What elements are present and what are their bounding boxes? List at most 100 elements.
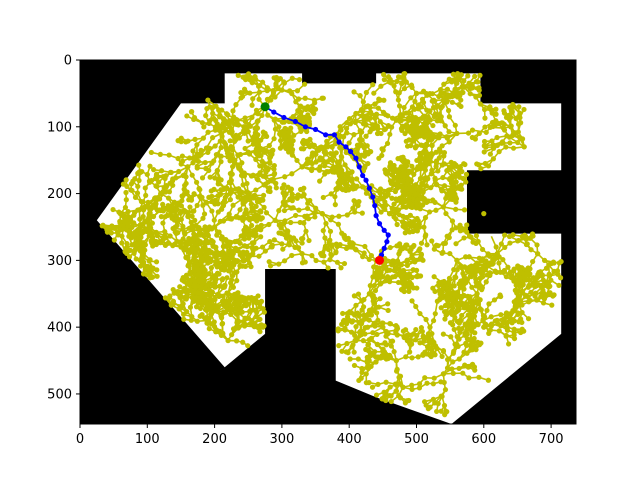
tree-node: [420, 257, 426, 263]
tree-node: [320, 228, 326, 234]
tree-node: [209, 208, 215, 214]
tree-node: [233, 295, 239, 301]
tree-node: [271, 117, 277, 123]
tree-node: [147, 163, 153, 169]
tree-node: [304, 128, 310, 135]
tree-node: [243, 303, 249, 309]
tree-node: [179, 277, 185, 283]
tree-node: [243, 207, 249, 213]
tree-node: [294, 88, 301, 94]
tree-node: [166, 152, 172, 158]
tree-node: [375, 130, 381, 136]
tree-node: [228, 311, 234, 317]
tree-node: [278, 230, 285, 237]
tree-node: [185, 287, 191, 294]
tree-node: [371, 282, 378, 289]
tree-node: [181, 316, 187, 322]
tree-node: [217, 283, 223, 289]
tree-node: [372, 287, 379, 294]
tree-node: [406, 271, 412, 277]
tree-node: [286, 134, 293, 140]
tree-node: [234, 278, 240, 284]
tree-node: [288, 205, 294, 211]
tree-node: [321, 259, 327, 265]
tree-node: [162, 228, 168, 235]
tree-node: [274, 75, 280, 82]
tree-node: [160, 220, 166, 226]
tree-node: [178, 216, 184, 223]
tree-node: [208, 265, 215, 271]
tree-node: [211, 186, 217, 192]
tree-node: [206, 280, 213, 286]
tree-node: [381, 97, 387, 103]
tree-node: [237, 207, 243, 213]
tree-node: [245, 343, 251, 349]
tree-node: [205, 129, 211, 135]
tree-node: [137, 216, 143, 222]
tree-node: [395, 97, 401, 103]
tree-node: [342, 325, 348, 332]
tree-node: [204, 291, 210, 297]
tree-node: [199, 175, 206, 181]
tree-node: [167, 169, 174, 176]
tree-node: [235, 72, 241, 78]
tree-node: [189, 249, 195, 255]
tree-node: [357, 93, 363, 99]
tree-node: [177, 293, 184, 299]
tree-node: [323, 220, 329, 227]
tree-node: [249, 222, 255, 229]
tree-node: [201, 278, 207, 284]
tree-node: [250, 96, 256, 102]
tree-node: [247, 260, 253, 266]
tree-node: [322, 235, 328, 241]
tree-node: [370, 82, 376, 88]
tree-node: [178, 240, 184, 246]
tree-node: [252, 125, 258, 131]
tree-node: [351, 89, 357, 95]
tree-node: [301, 220, 307, 226]
tree-node: [249, 102, 255, 108]
tree-node: [188, 219, 194, 225]
tree-node: [194, 165, 200, 171]
tree-node: [376, 155, 382, 161]
tree-node: [202, 159, 208, 166]
tree-node: [243, 225, 249, 231]
tree-node: [249, 297, 255, 303]
tree-node: [191, 116, 197, 123]
tree-node: [269, 242, 275, 248]
tree-node: [153, 259, 160, 265]
tree-node: [349, 319, 355, 325]
tree-node: [240, 217, 246, 223]
tree-node: [359, 307, 365, 313]
tree-node: [296, 96, 302, 102]
tree-node: [414, 285, 420, 291]
tree-node: [241, 295, 247, 301]
tree-node: [245, 71, 252, 77]
tree-node: [213, 244, 219, 250]
tree-node: [262, 248, 268, 254]
tree-node: [250, 141, 256, 147]
tree-node: [276, 261, 282, 267]
tree-node: [222, 254, 229, 260]
tree-node: [357, 137, 363, 143]
tree-node: [136, 207, 143, 213]
tree-node: [414, 274, 420, 280]
tree-node: [153, 183, 159, 189]
tree-node: [250, 247, 256, 253]
tree-node: [254, 309, 260, 315]
tree-node: [202, 239, 208, 246]
tree-node: [145, 199, 151, 205]
tree-node: [166, 189, 173, 195]
tree-node: [312, 214, 318, 220]
tree-node: [216, 293, 222, 299]
tree-node: [257, 300, 263, 307]
tree-node: [387, 244, 393, 251]
tree-node: [158, 214, 164, 220]
tree-node: [167, 233, 173, 239]
tree-node: [351, 132, 357, 138]
tree-node: [271, 136, 277, 142]
tree-node: [254, 314, 260, 320]
tree-node: [345, 350, 351, 356]
tree-node: [196, 299, 202, 305]
tree-node: [382, 126, 388, 132]
